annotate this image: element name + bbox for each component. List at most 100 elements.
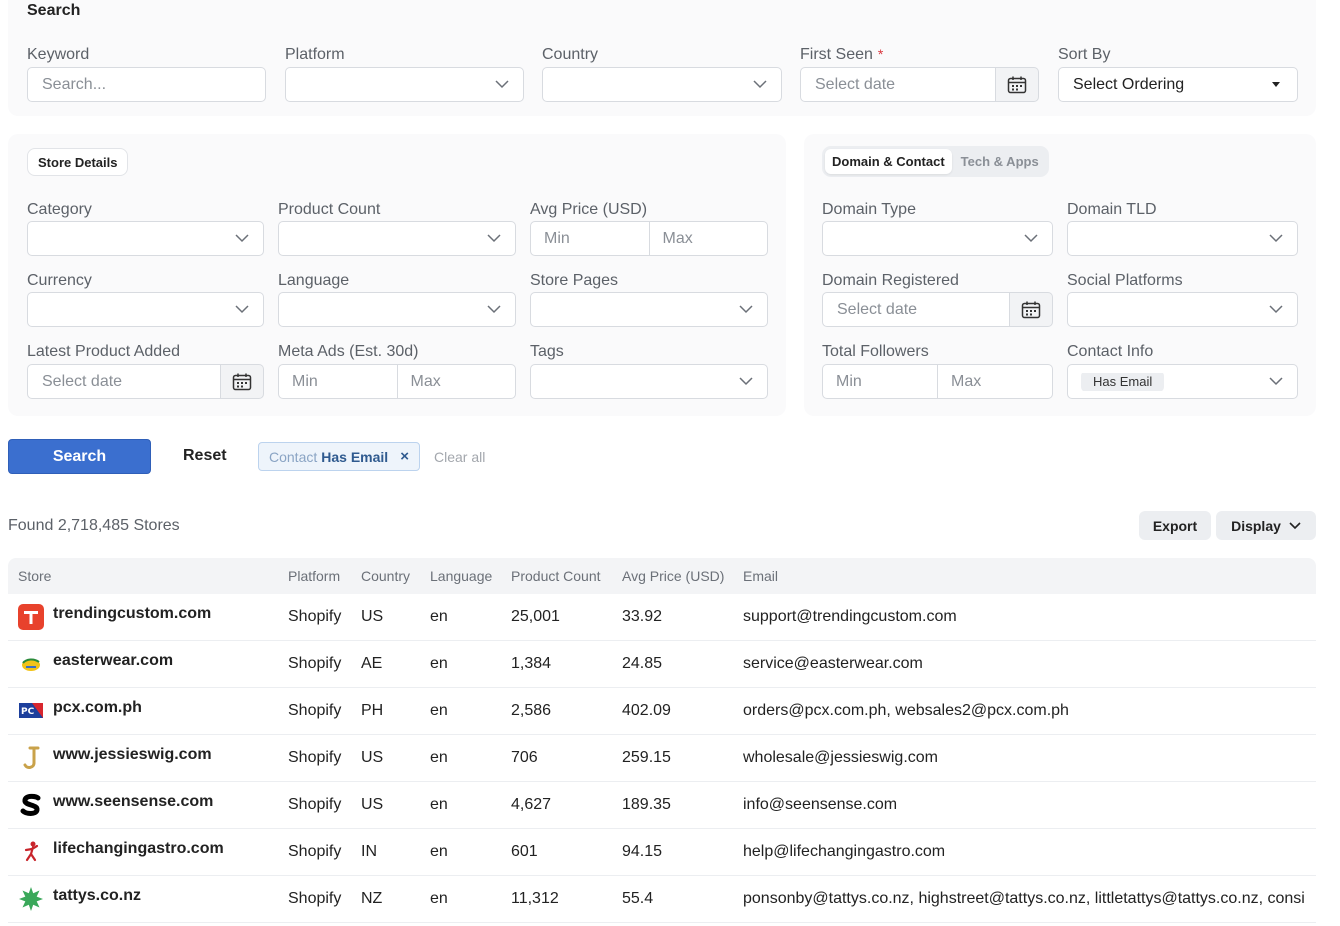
contact-info-selected-pill: Has Email [1081,372,1165,391]
chevron-down-icon [1024,232,1038,246]
domain-registered-input[interactable]: Select date [822,292,1010,327]
email-cell: wholesale@jessieswig.com [743,749,938,766]
latest-product-added-input[interactable]: Select date [27,364,221,399]
search-panel-title: Search [27,2,81,19]
store-name[interactable]: www.jessieswig.com [53,746,212,763]
total-followers-min-input[interactable]: Min [836,372,862,390]
contact-info-label: Contact Info [1067,343,1154,360]
display-button[interactable]: Display [1216,511,1316,540]
avg-price-cell: 259.15 [622,749,671,766]
tab-tech-apps[interactable]: Tech & Apps [960,154,1039,169]
filter-tag-value: Has Email [321,448,389,465]
meta-ads-max-input[interactable]: Max [396,365,516,398]
platform-cell: Shopify [288,749,342,766]
column-header-store[interactable]: Store [18,568,52,584]
t-logo-icon [17,603,44,630]
total-followers-max-input[interactable]: Max [937,365,1052,398]
total-followers-range: Min Max [822,364,1053,399]
store-name[interactable]: lifechangingastro.com [53,840,224,857]
active-filter-tag: Contact Has Email × [258,442,420,471]
meta-ads-range: Min Max [278,364,516,399]
meta-ads-min-input[interactable]: Min [292,372,318,390]
country-select[interactable] [542,67,782,102]
keyword-placeholder: Search... [42,75,107,93]
s-logo-icon [17,791,44,818]
chevron-down-icon [495,78,509,92]
domain-type-select[interactable] [822,221,1053,256]
keyword-input[interactable]: Search... [27,67,266,102]
contact-info-select[interactable]: Has Email [1067,364,1298,399]
keyword-label: Keyword [27,46,90,63]
country-cell: NZ [361,890,383,907]
e-logo-icon [17,650,44,677]
column-header-product-count[interactable]: Product Count [511,568,601,584]
first-seen-label: First Seen * [800,46,883,64]
store-name[interactable]: www.seensense.com [53,793,214,810]
product-count-label: Product Count [278,201,381,218]
first-seen-input[interactable]: Select date [800,67,996,102]
chevron-down-icon [235,303,249,317]
category-select[interactable] [27,221,264,256]
display-button-label: Display [1231,517,1281,534]
sort-by-select[interactable]: Select Ordering [1058,67,1298,102]
domain-registered-datepicker[interactable]: Select date [822,292,1053,327]
sort-by-value: Select Ordering [1073,75,1185,93]
store-name[interactable]: pcx.com.ph [53,699,142,716]
language-cell: en [430,843,448,860]
table-row[interactable]: www.jessieswig.com Shopify US en 706 259… [8,735,1316,782]
category-label: Category [27,201,92,218]
export-button[interactable]: Export [1139,511,1211,540]
latest-product-added-datepicker[interactable]: Select date [27,364,264,399]
tags-select[interactable] [530,364,768,399]
table-row[interactable]: www.seensense.com Shopify US en 4,627 18… [8,782,1316,829]
avg-price-cell: 55.4 [622,890,654,907]
calendar-icon[interactable] [996,67,1039,102]
search-button[interactable]: Search [8,439,151,474]
column-header-email[interactable]: Email [743,568,779,584]
language-select[interactable] [278,292,516,327]
product-count-select[interactable] [278,221,516,256]
store-pages-label: Store Pages [530,272,619,289]
tab-domain-contact[interactable]: Domain & Contact [825,149,952,174]
tab-store-details[interactable]: Store Details [27,148,129,176]
calendar-icon[interactable] [221,364,264,399]
email-cell: ponsonby@tattys.co.nz, highstreet@tattys… [743,890,1305,907]
calendar-icon[interactable] [1010,292,1053,327]
currency-select[interactable] [27,292,264,327]
column-header-avg-price[interactable]: Avg Price (USD) [622,568,725,584]
close-icon[interactable]: × [400,448,409,465]
chevron-down-icon [1269,232,1283,246]
sort-by-label: Sort By [1058,46,1111,63]
product-count-cell: 11,312 [511,890,559,907]
column-header-country[interactable]: Country [361,568,411,584]
table-row[interactable]: lifechangingastro.com Shopify IN en 601 … [8,829,1316,876]
avg-price-cell: 94.15 [622,843,663,860]
store-name[interactable]: trendingcustom.com [53,605,212,622]
column-header-language[interactable]: Language [430,568,493,584]
avg-price-min-input[interactable]: Min [544,229,570,247]
store-name[interactable]: easterwear.com [53,652,174,669]
avg-price-max-input[interactable]: Max [648,222,768,255]
table-row[interactable]: trendingcustom.com Shopify US en 25,001 … [8,594,1316,641]
first-seen-datepicker[interactable]: Select date [800,67,1039,102]
domain-tld-select[interactable] [1067,221,1298,256]
table-row[interactable]: easterwear.com Shopify AE en 1,384 24.85… [8,641,1316,688]
platform-select[interactable] [285,67,524,102]
meta-ads-label: Meta Ads (Est. 30d) [278,343,419,360]
language-cell: en [430,655,448,672]
store-name[interactable]: tattys.co.nz [53,887,142,904]
platform-cell: Shopify [288,796,342,813]
table-row[interactable]: PC pcx.com.ph Shopify PH en 2,586 402.09… [8,688,1316,735]
product-count-cell: 4,627 [511,796,552,813]
table-row[interactable]: tattys.co.nz Shopify NZ en 11,312 55.4 p… [8,876,1316,923]
chevron-down-icon [487,303,501,317]
language-cell: en [430,702,448,719]
store-pages-select[interactable] [530,292,768,327]
platform-cell: Shopify [288,702,342,719]
platform-cell: Shopify [288,655,342,672]
clear-all-link[interactable]: Clear all [434,449,486,465]
social-platforms-select[interactable] [1067,292,1298,327]
column-header-platform[interactable]: Platform [288,568,341,584]
email-cell: support@trendingcustom.com [743,608,957,625]
reset-button[interactable]: Reset [183,447,227,464]
